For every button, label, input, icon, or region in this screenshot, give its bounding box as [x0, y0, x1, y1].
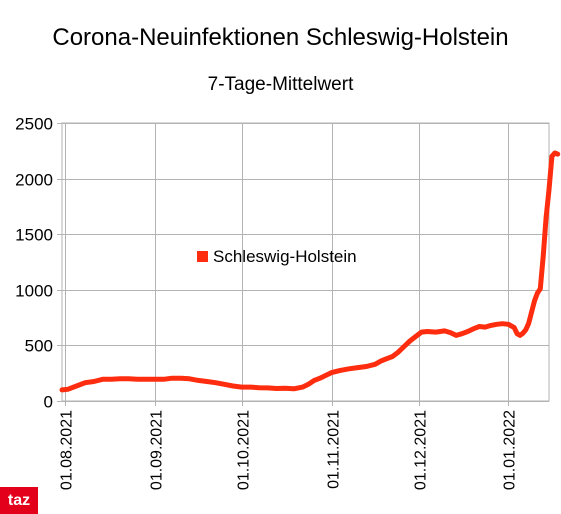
- data-point: [135, 377, 140, 382]
- data-point: [378, 358, 384, 364]
- data-point: [555, 151, 560, 157]
- data-point: [419, 329, 424, 335]
- data-point: [543, 215, 549, 220]
- data-point: [500, 321, 505, 326]
- data-point: [538, 286, 543, 291]
- data-point: [442, 328, 447, 334]
- data-point: [317, 376, 323, 381]
- data-point: [384, 356, 389, 361]
- data-point: [204, 379, 210, 384]
- data-point: [520, 331, 526, 336]
- data-point: [364, 364, 369, 369]
- data-point: [274, 386, 279, 391]
- data-point: [230, 383, 236, 389]
- data-point: [448, 330, 453, 335]
- data-point: [425, 329, 430, 334]
- data-point: [291, 386, 297, 391]
- data-point: [222, 382, 227, 387]
- data-point: [109, 377, 114, 382]
- data-point: [283, 386, 288, 391]
- y-tick-label: 1000: [15, 282, 53, 301]
- data-point: [546, 187, 552, 192]
- chart-series: [59, 150, 561, 393]
- data-point: [526, 321, 531, 326]
- data-point: [126, 376, 131, 381]
- data-point: [433, 329, 439, 335]
- data-point: [477, 324, 482, 329]
- data-point: [372, 362, 378, 367]
- data-point: [265, 385, 270, 391]
- series-line: [59, 150, 561, 393]
- legend-label: Schleswig-Holstein: [213, 247, 357, 266]
- x-tick-label: 01.08.2021: [59, 410, 76, 490]
- y-tick-label: 1500: [15, 226, 53, 245]
- chart-subtitle: 7-Tage-Mittelwert: [207, 74, 354, 95]
- data-point: [161, 377, 166, 382]
- legend-swatch: [197, 251, 208, 262]
- data-point: [413, 334, 418, 339]
- data-point: [483, 324, 488, 330]
- data-point: [312, 378, 317, 383]
- chart-legend: Schleswig-Holstein: [197, 247, 357, 266]
- data-point: [535, 290, 540, 296]
- data-point: [454, 333, 459, 338]
- data-point: [346, 366, 352, 371]
- x-tick-label: 01.10.2021: [236, 410, 253, 490]
- y-tick-label: 500: [25, 337, 53, 356]
- data-point: [338, 368, 343, 373]
- chart-grid: [61, 122, 550, 402]
- y-tick-label: 2000: [15, 171, 53, 190]
- data-point: [329, 370, 334, 375]
- data-point: [323, 373, 328, 378]
- data-point: [213, 380, 218, 385]
- data-point: [196, 378, 201, 383]
- x-tick-label: 01.11.2021: [326, 410, 343, 489]
- taz-logo: taz: [0, 487, 38, 514]
- data-point: [529, 309, 534, 315]
- x-tick-label: 01.09.2021: [149, 410, 166, 490]
- chart-title: Corona-Neuinfektionen Schleswig-Holstein: [52, 24, 509, 51]
- y-axis: 0 500 1000 1500 2000 2500: [15, 115, 62, 412]
- data-point: [187, 376, 192, 381]
- x-tick-label: 01.12.2021: [413, 410, 430, 490]
- data-point: [471, 326, 476, 331]
- data-point: [541, 254, 546, 259]
- data-point: [494, 322, 499, 327]
- data-point: [306, 382, 311, 387]
- data-point: [152, 377, 157, 382]
- data-point: [143, 377, 149, 382]
- data-point: [117, 376, 123, 381]
- data-point: [390, 354, 395, 359]
- data-point: [59, 387, 65, 393]
- data-point: [74, 383, 79, 389]
- data-point: [300, 384, 305, 390]
- data-point: [488, 323, 494, 328]
- x-axis: 01.08.2021 01.09.2021 01.10.2021 01.11.2021…: [59, 401, 519, 490]
- data-point: [91, 379, 97, 384]
- x-tick-label: 01.01.2022: [502, 410, 519, 490]
- data-point: [83, 380, 88, 385]
- data-point: [465, 329, 470, 334]
- data-point: [256, 385, 262, 390]
- data-point: [523, 327, 528, 332]
- data-point: [396, 349, 401, 355]
- data-point: [178, 376, 184, 381]
- data-point: [355, 365, 360, 370]
- data-point: [512, 325, 517, 330]
- data-point: [100, 377, 105, 382]
- data-point: [532, 298, 537, 304]
- data-point: [459, 331, 465, 336]
- y-tick-label: 2500: [15, 115, 53, 134]
- y-tick-label: 0: [44, 393, 53, 412]
- data-point: [506, 322, 511, 327]
- data-point: [401, 344, 407, 349]
- data-point: [239, 384, 244, 390]
- data-point: [407, 338, 413, 344]
- data-point: [248, 384, 253, 390]
- data-point: [549, 154, 555, 159]
- data-point: [65, 387, 71, 392]
- data-point: [170, 376, 175, 381]
